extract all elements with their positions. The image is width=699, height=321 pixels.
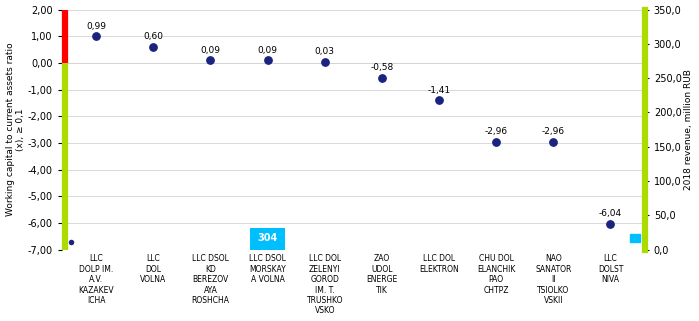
Bar	[308, 250, 342, 321]
Point	[205, 58, 216, 63]
Text: 0,99: 0,99	[86, 22, 106, 30]
Text: 91: 91	[489, 233, 503, 243]
Bar	[593, 250, 628, 321]
Text: 196: 196	[372, 233, 392, 243]
Text: -0,58: -0,58	[370, 64, 394, 73]
Bar	[536, 250, 570, 260]
Text: 94: 94	[432, 233, 446, 243]
Legend: 	[61, 237, 82, 247]
Legend: 	[626, 229, 651, 247]
Point	[262, 58, 273, 63]
Bar	[422, 250, 456, 321]
Point	[319, 59, 331, 65]
Text: -2,96: -2,96	[484, 127, 507, 136]
Point	[605, 221, 616, 227]
Text: 103: 103	[600, 233, 621, 243]
Point	[147, 44, 159, 49]
Text: -1,41: -1,41	[428, 86, 451, 95]
Point	[491, 139, 502, 144]
Y-axis label: 2018 revenue, million RUB: 2018 revenue, million RUB	[684, 69, 693, 190]
Bar	[79, 250, 113, 321]
Text: 98: 98	[147, 233, 160, 243]
Point	[433, 98, 445, 103]
Bar	[365, 250, 399, 302]
Text: 0,09: 0,09	[201, 46, 220, 55]
Text: 0,09: 0,09	[258, 46, 278, 55]
Bar	[479, 250, 513, 321]
Bar	[250, 228, 284, 250]
Bar	[194, 250, 228, 321]
Text: -2,96: -2,96	[542, 127, 565, 136]
Text: 96: 96	[89, 233, 103, 243]
Text: 0,60: 0,60	[143, 32, 164, 41]
Text: 96: 96	[203, 233, 217, 243]
Text: 0,03: 0,03	[315, 47, 335, 56]
Point	[376, 76, 387, 81]
Text: 75: 75	[318, 233, 331, 243]
Text: 257: 257	[543, 233, 563, 243]
Text: -6,04: -6,04	[599, 209, 622, 218]
Text: 304: 304	[257, 233, 278, 243]
Bar	[136, 250, 171, 321]
Y-axis label: Working capital to current assets ratio
(x), ≥ 0,1: Working capital to current assets ratio …	[6, 43, 25, 216]
Point	[548, 139, 559, 144]
Point	[91, 34, 102, 39]
